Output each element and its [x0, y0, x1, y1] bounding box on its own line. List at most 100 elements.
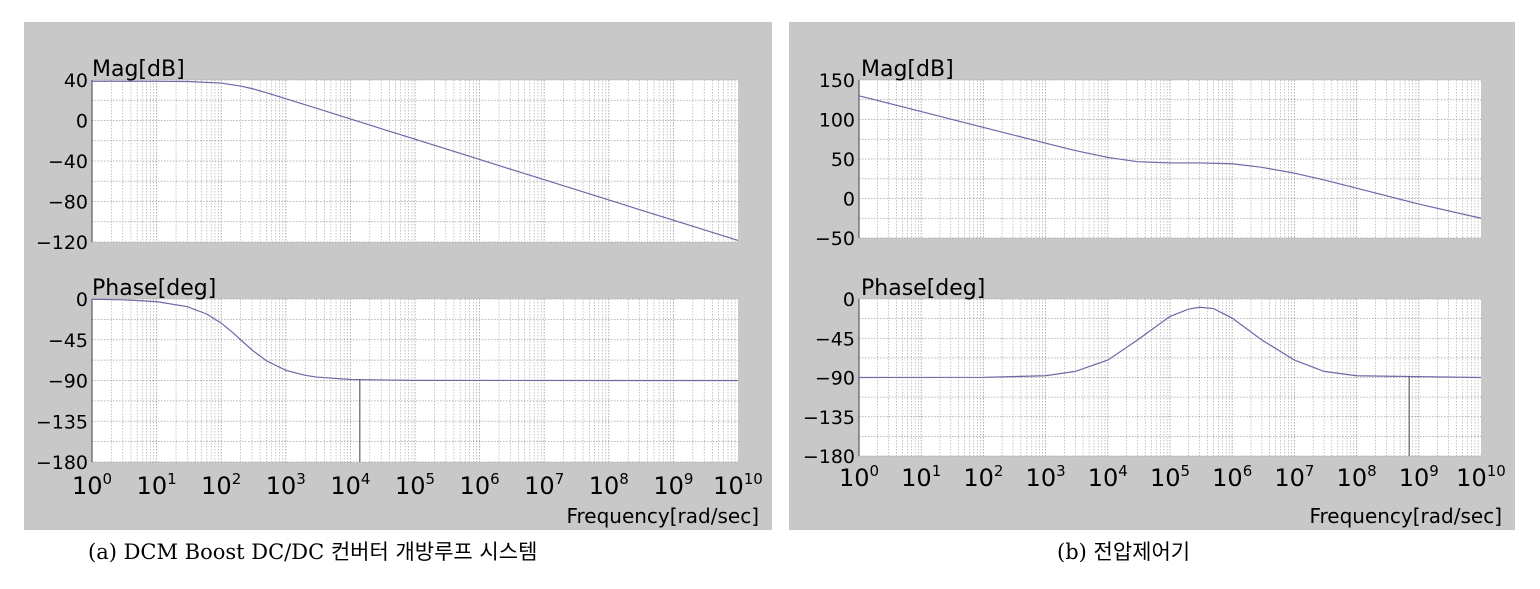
ytick-label: −40 — [48, 151, 88, 173]
xtick-label: 109 — [1399, 462, 1439, 492]
bode-plot-a: 4 0 0 −40 −80 −120 Mag[dB] 0 −45 −90 −135 −180 Phase… — [36, 57, 763, 528]
xtick-base: 10 — [137, 472, 168, 500]
ytick-label: 100 — [819, 110, 855, 132]
xtick-base: 10 — [460, 472, 491, 500]
xtick-exponent: 9 — [1429, 462, 1439, 480]
magnitude-grid — [858, 79, 1481, 239]
xtick-base: 10 — [1088, 464, 1119, 492]
xtick-base: 10 — [330, 472, 361, 500]
magnitude-plot: 40 0 −40 −80 −120 Mag[dB] — [36, 57, 739, 254]
xtick-label: 106 — [460, 470, 500, 500]
xtick-exponent: 0 — [103, 470, 113, 488]
xtick-exponent: 1 — [932, 462, 942, 480]
xtick-base: 10 — [1026, 464, 1057, 492]
xtick-exponent: 5 — [1181, 462, 1191, 480]
ytick-label: 50 — [831, 149, 855, 171]
xtick-base: 10 — [901, 464, 932, 492]
magnitude-grid — [91, 79, 738, 243]
x-axis-title: Frequency[rad/sec] — [566, 504, 759, 528]
caption-a: (a) DCM Boost DC/DC 컨버터 개방루프 시스템 — [88, 540, 538, 564]
xtick-label: 101 — [901, 462, 941, 492]
ytick-label: 150 — [819, 70, 855, 92]
xtick-base: 10 — [1456, 464, 1487, 492]
xtick-label: 103 — [1026, 462, 1066, 492]
phase-axis-title: Phase[deg] — [92, 276, 216, 301]
xtick-label: 105 — [395, 470, 435, 500]
magnitude-curve — [91, 80, 739, 242]
ytick-label: −135 — [803, 407, 855, 429]
xtick-exponent: 8 — [619, 470, 629, 488]
ytick-label: −180 — [803, 446, 855, 468]
xtick-label: 108 — [589, 470, 629, 500]
xtick-base: 10 — [589, 472, 620, 500]
magnitude-curve — [858, 95, 1482, 219]
xtick-exponent: 3 — [1056, 462, 1066, 480]
xtick-labels: 100 101 102 103 104 105 106 107 108 109 1010 — [72, 470, 763, 500]
ytick-label: −45 — [48, 330, 88, 352]
xtick-exponent: 5 — [426, 470, 436, 488]
xtick-label: 104 — [330, 470, 370, 500]
phase-axis-title: Phase[deg] — [861, 276, 985, 301]
xtick-base: 10 — [1150, 464, 1181, 492]
xtick-label: 103 — [266, 470, 306, 500]
xtick-exponent: 9 — [684, 470, 694, 488]
ytick-label: −90 — [815, 368, 855, 390]
xtick-exponent: 0 — [870, 462, 880, 480]
ytick-label: −45 — [815, 328, 855, 350]
xtick-label: 106 — [1212, 462, 1252, 492]
phase-curve — [91, 298, 739, 382]
ytick-label: 0 — [843, 289, 855, 311]
magnitude-axis-title: Mag[dB] — [92, 57, 185, 82]
magnitude-plot: 150 100 50 0 −50 Mag[dB] — [815, 57, 1482, 250]
xtick-label: 100 — [839, 462, 879, 492]
xtick-exponent: 4 — [1118, 462, 1128, 480]
xtick-label: 1010 — [1456, 462, 1506, 492]
ytick-label: −120 — [36, 232, 88, 254]
phase-curve — [858, 306, 1482, 379]
xtick-base: 10 — [1212, 464, 1243, 492]
xtick-base: 10 — [524, 472, 555, 500]
ytick-label: −90 — [48, 371, 88, 393]
ytick-label: 0 — [76, 289, 88, 311]
xtick-exponent: 8 — [1367, 462, 1377, 480]
xtick-label: 1010 — [713, 470, 763, 500]
xtick-exponent: 7 — [1305, 462, 1315, 480]
xtick-base: 10 — [839, 464, 870, 492]
caption-b: (b) 전압제어기 — [1057, 540, 1191, 564]
phase-plot: 0 −45 −90 −135 −180 Phase[deg] — [36, 276, 739, 474]
xtick-exponent: 10 — [744, 470, 763, 488]
xtick-exponent: 2 — [994, 462, 1004, 480]
xtick-base: 10 — [201, 472, 232, 500]
ytick-label: 0 — [76, 111, 88, 133]
xtick-labels: 100 101 102 103 104 105 106 107 108 109 1010 — [839, 462, 1506, 492]
ytick-label: −80 — [48, 192, 88, 214]
xtick-exponent: 3 — [296, 470, 306, 488]
bode-panel-b: 150 100 50 0 −50 Mag[dB] 0 −45 −90 −135 −180 Phase[… — [789, 22, 1515, 530]
xtick-exponent: 6 — [1243, 462, 1253, 480]
xtick-label: 101 — [137, 470, 177, 500]
xtick-base: 10 — [653, 472, 684, 500]
bode-panel-a: 4 0 0 −40 −80 −120 Mag[dB] 0 −45 −90 −135 −180 Phase… — [24, 22, 772, 530]
magnitude-axis-title: Mag[dB] — [861, 57, 954, 82]
xtick-label: 102 — [963, 462, 1003, 492]
xtick-base: 10 — [713, 472, 744, 500]
ytick-label: −135 — [36, 411, 88, 433]
x-axis-title: Frequency[rad/sec] — [1309, 504, 1502, 528]
xtick-label: 107 — [524, 470, 564, 500]
xtick-exponent: 2 — [232, 470, 242, 488]
ytick-label: −180 — [36, 452, 88, 474]
xtick-label: 109 — [653, 470, 693, 500]
xtick-label: 107 — [1274, 462, 1314, 492]
xtick-label: 104 — [1088, 462, 1128, 492]
xtick-base: 10 — [266, 472, 297, 500]
xtick-base: 10 — [72, 472, 103, 500]
phase-plot: 0 −45 −90 −135 −180 Phase[deg] — [803, 276, 1482, 468]
xtick-exponent: 4 — [361, 470, 371, 488]
ytick-label: −50 — [815, 228, 855, 250]
xtick-exponent: 6 — [490, 470, 500, 488]
xtick-label: 100 — [72, 470, 112, 500]
phase-grid — [858, 298, 1481, 457]
bode-plot-b: 150 100 50 0 −50 Mag[dB] 0 −45 −90 −135 −180 Phase[… — [803, 57, 1506, 528]
xtick-base: 10 — [1274, 464, 1305, 492]
xtick-base: 10 — [1399, 464, 1430, 492]
